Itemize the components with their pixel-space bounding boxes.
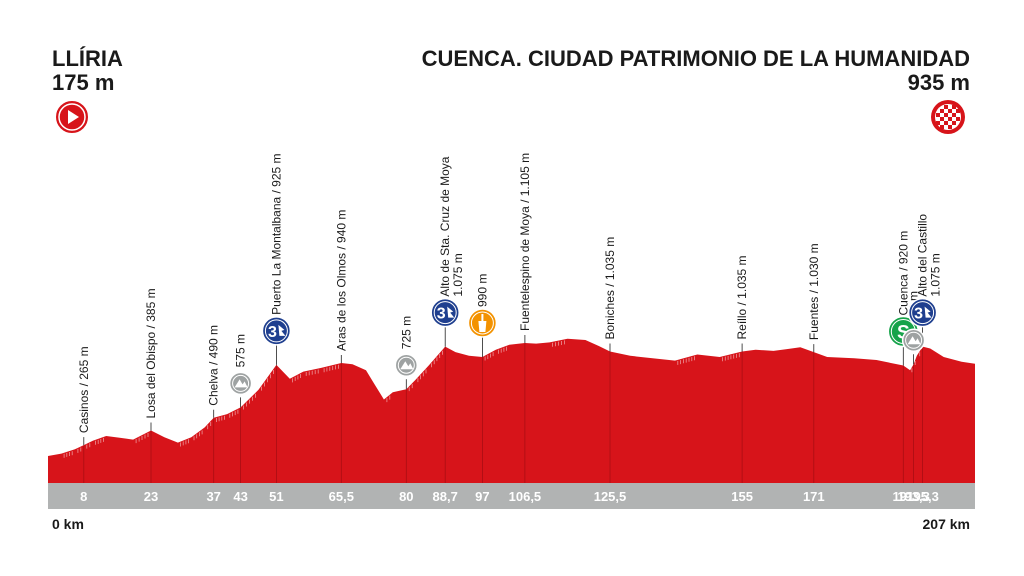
km-tick-label: 193,3 <box>897 489 930 504</box>
point-labels: Casinos / 265 m Losa del Obispo / 385 m Ch… <box>77 153 943 433</box>
point-label: Fuentes / 1.030 m <box>807 243 821 340</box>
point-label-secondary: 1.075 m <box>929 253 943 296</box>
finish-town-name: CUENCA. CIUDAD PATRIMONIO DE LA HUMANIDA… <box>422 46 970 71</box>
point-label: Fuentelespino de Moya / 1.105 m <box>518 153 532 331</box>
point-label: 990 m <box>475 274 489 307</box>
km-tick-label: 43 <box>233 489 247 504</box>
point-label: Alto del Castillo <box>916 214 930 297</box>
km-tick-label: 125,5 <box>594 489 627 504</box>
finish-flag-icon <box>931 100 965 134</box>
point-label: 725 m <box>399 316 413 349</box>
finish-altitude: 935 m <box>908 70 970 95</box>
point-label: Reíllo / 1.035 m <box>735 255 749 339</box>
km-tick-label: 65,5 <box>329 489 354 504</box>
km-tick-label: 97 <box>475 489 489 504</box>
kom-climb-icon: 3 <box>430 297 460 328</box>
point-label: Cuenca / 920 m <box>896 231 910 316</box>
summit-point-icon <box>394 353 419 377</box>
km-tick-label: 51 <box>269 489 283 504</box>
km-strip <box>48 483 975 509</box>
kom-climb-icon: 3 <box>907 297 938 328</box>
point-label-secondary: 1.075 m <box>451 253 465 296</box>
km-tick-label: 171 <box>803 489 825 504</box>
km-tick-labels: 8 23 37 43 51 65,5 80 88,7 97 106,5 125,5 155 171 191… <box>80 489 939 504</box>
svg-text:3: 3 <box>437 306 446 323</box>
point-label: Boniches / 1.035 m <box>603 237 617 340</box>
start-km-label: 0 km <box>52 516 84 532</box>
km-tick-label: 195,3 <box>906 489 939 504</box>
start-town-name: LLÍRIA <box>52 46 123 71</box>
point-label: Aras de los Olmos / 940 m <box>334 210 348 351</box>
summit-point-icon <box>228 371 253 396</box>
profile-fill <box>48 338 975 483</box>
point-label: Puerto La Montalbana / 925 m <box>269 153 283 314</box>
km-tick-label: 8 <box>80 489 87 504</box>
svg-text:3: 3 <box>914 306 923 323</box>
end-km-label: 207 km <box>923 516 970 532</box>
point-label: Casinos / 265 m <box>77 346 91 433</box>
point-label: Alto de Sta. Cruz de Moya <box>438 156 452 296</box>
km-tick-label: 37 <box>206 489 220 504</box>
svg-text:3: 3 <box>268 324 277 341</box>
feed-zone-icon <box>467 308 498 338</box>
km-tick-label: 155 <box>731 489 753 504</box>
profile-area <box>48 338 975 483</box>
km-tick-label: 191 <box>892 489 914 504</box>
km-tick-label: 80 <box>399 489 413 504</box>
summit-point-icon <box>901 328 926 353</box>
start-flag-icon <box>54 99 90 135</box>
point-label: Chelva / 490 m <box>207 325 221 406</box>
kom-climb-icon: 3 <box>261 316 292 346</box>
km-tick-label: 106,5 <box>509 489 542 504</box>
km-tick-label: 23 <box>144 489 158 504</box>
km-tick-label: 88,7 <box>433 489 458 504</box>
point-label: 575 m <box>234 334 248 367</box>
point-label: Losa del Obispo / 385 m <box>144 288 158 418</box>
profile-grade-marks <box>63 340 921 458</box>
start-altitude: 175 m <box>52 70 114 95</box>
